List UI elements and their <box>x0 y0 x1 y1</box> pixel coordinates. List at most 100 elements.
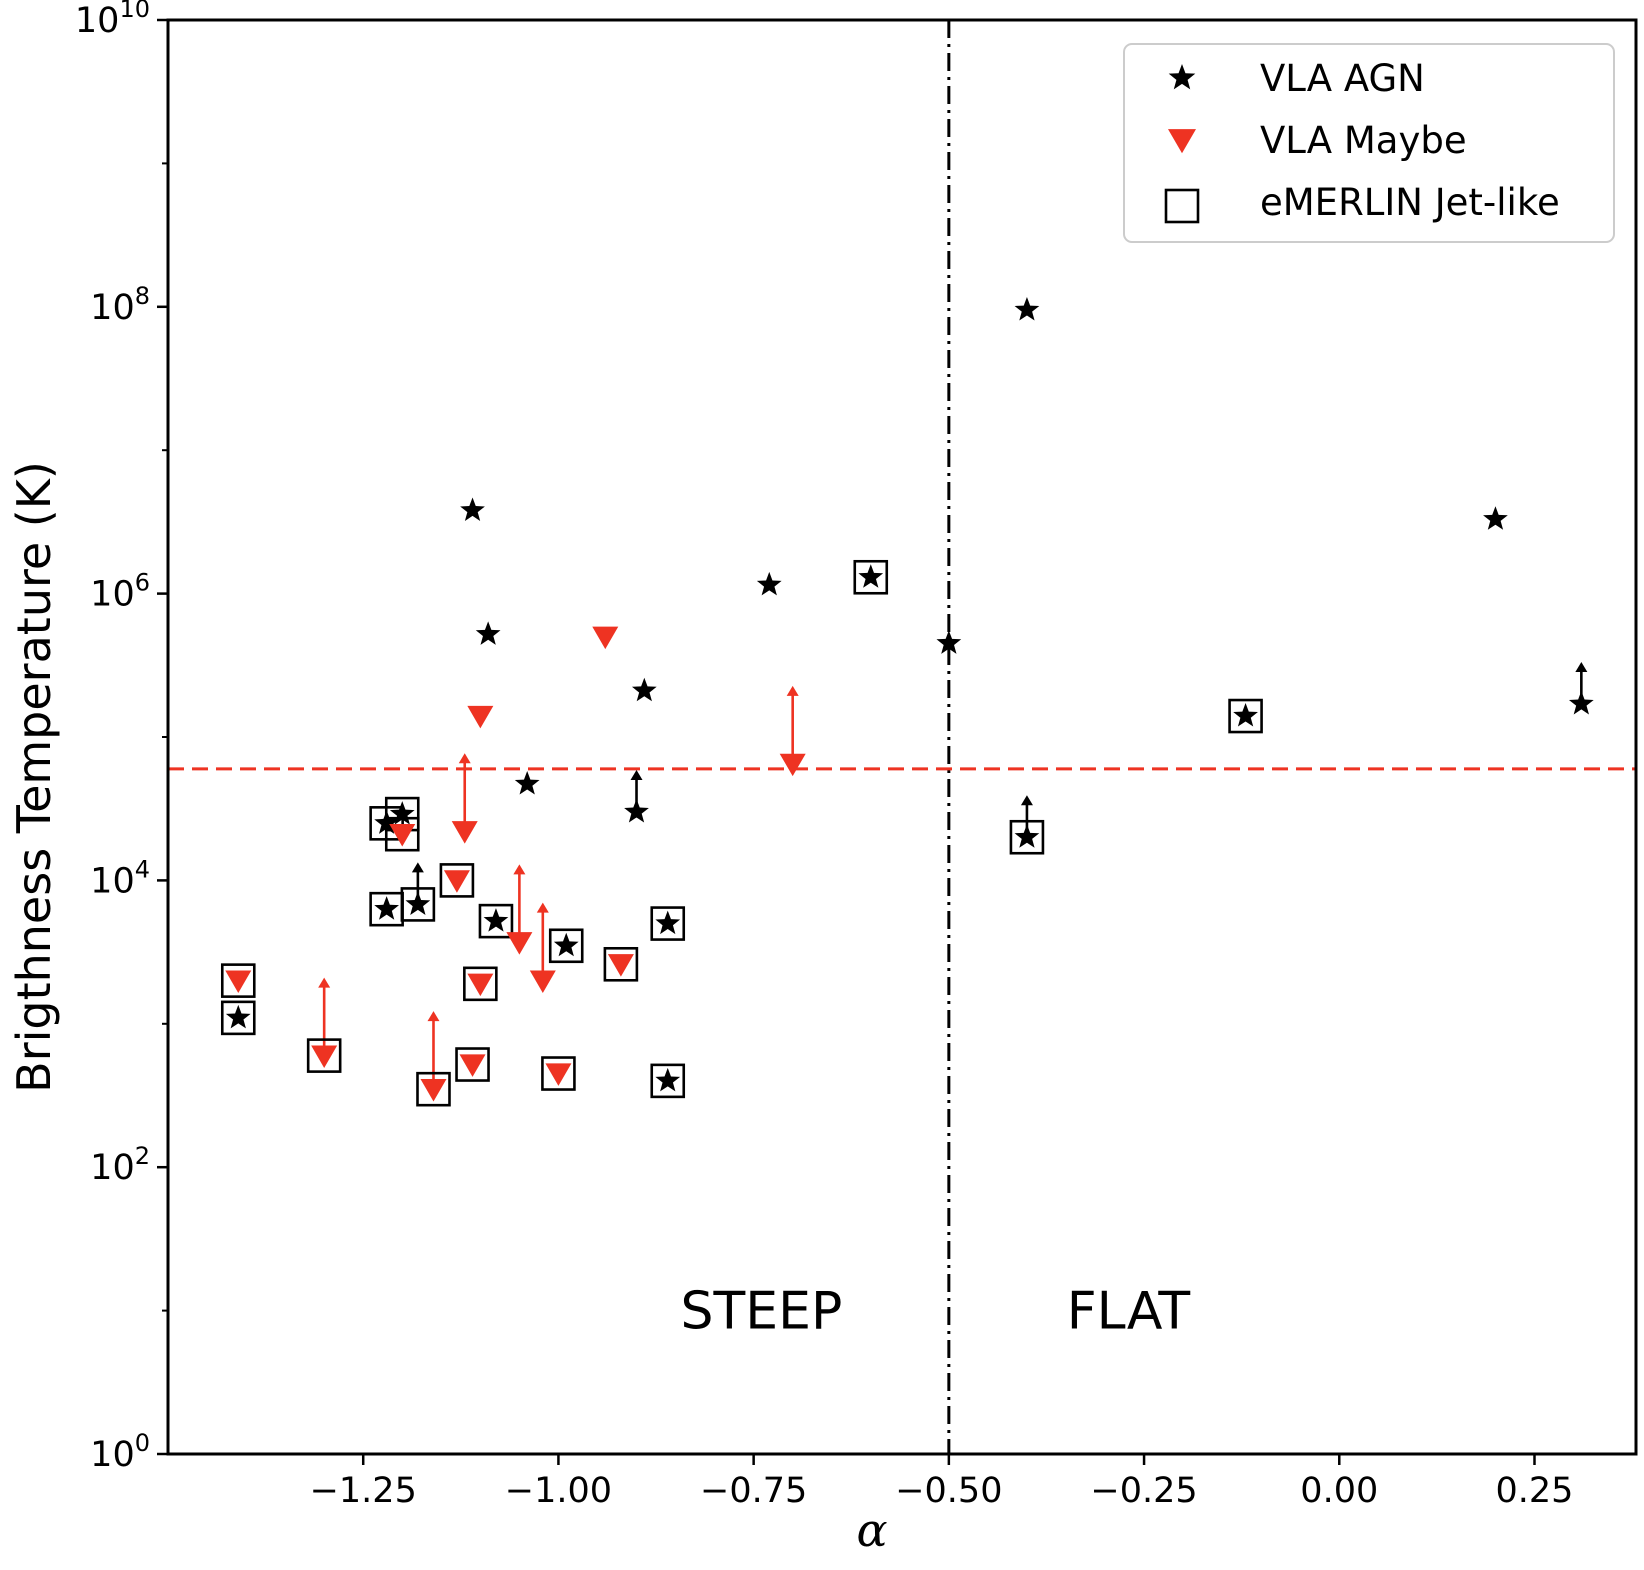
y-tick-label: 100 <box>90 1429 150 1475</box>
arrow-head <box>786 685 799 696</box>
triangle-marker <box>607 954 634 977</box>
legend-item: eMERLIN Jet-like <box>1164 181 1560 224</box>
upper-limit-arrow <box>458 753 471 832</box>
data-point <box>439 863 475 898</box>
star-marker <box>475 621 501 645</box>
star-marker <box>405 891 431 915</box>
arrow-head <box>458 753 471 764</box>
star-marker <box>460 497 485 521</box>
legend-label: VLA AGN <box>1260 57 1425 100</box>
jet-square-marker <box>416 1071 451 1107</box>
region-label: STEEP <box>681 1282 843 1342</box>
upper-limit-arrow <box>427 1011 440 1090</box>
jet-square-marker <box>478 903 514 939</box>
jet-square-marker <box>439 863 475 898</box>
arrow-head <box>1020 795 1033 806</box>
star-marker <box>374 896 399 920</box>
star-marker <box>514 771 540 795</box>
legend: VLA AGN VLA Maybe eMERLIN Jet-like <box>1123 43 1615 243</box>
data-point <box>592 626 619 650</box>
x-tick-label: 0.00 <box>1300 1471 1378 1511</box>
data-point <box>460 497 485 521</box>
series-vla-agn <box>220 296 1594 1099</box>
jet-square-marker <box>1228 698 1263 734</box>
y-tick-label: 1010 <box>75 0 150 41</box>
star-marker <box>1483 506 1508 530</box>
data-point <box>455 1047 490 1082</box>
jet-square-marker <box>853 559 889 595</box>
legend-label: eMERLIN Jet-like <box>1260 181 1560 224</box>
data-point <box>369 891 404 927</box>
triangle-marker <box>311 1045 338 1068</box>
star-marker <box>483 908 509 932</box>
star-marker <box>858 564 884 588</box>
star-marker <box>624 798 649 823</box>
data-point <box>541 1056 576 1091</box>
jet-square-marker <box>400 887 436 922</box>
triangle-marker <box>443 870 470 893</box>
x-tick-label: −1.00 <box>505 1471 612 1511</box>
jet-square-marker <box>541 1056 576 1091</box>
jet-square-marker <box>650 906 686 941</box>
data-point <box>506 864 533 955</box>
data-point <box>548 928 584 964</box>
legend-item: VLA Maybe <box>1168 119 1467 162</box>
star-marker <box>1014 296 1040 321</box>
jet-square-marker <box>548 928 584 964</box>
data-point <box>650 906 686 941</box>
jet-square-marker <box>1009 819 1045 855</box>
data-point <box>936 630 962 654</box>
triangle-marker <box>451 821 478 844</box>
legend-triangle-marker <box>1168 129 1196 154</box>
x-tick-label: 0.25 <box>1496 1471 1574 1511</box>
star-marker <box>936 630 962 654</box>
data-point <box>853 559 889 595</box>
data-point <box>631 677 657 702</box>
arrow-head <box>318 977 331 988</box>
x-tick-label: −0.50 <box>895 1471 1002 1511</box>
x-tick-label: −0.75 <box>700 1471 807 1511</box>
data-point <box>478 903 514 939</box>
upper-limit-arrow <box>513 864 526 943</box>
y-axis-label: Brigthness Temperature (K) <box>7 461 61 1093</box>
triangle-marker <box>467 973 494 997</box>
star-marker <box>1014 824 1040 848</box>
arrow-head <box>536 902 549 913</box>
reference-lines <box>168 20 1636 1454</box>
y-tick-label: 102 <box>90 1142 150 1188</box>
data-point <box>756 571 782 596</box>
y-tick-label: 106 <box>90 569 150 615</box>
data-point <box>650 1063 686 1099</box>
triangle-marker <box>779 753 806 777</box>
arrow-head <box>513 864 526 875</box>
star-marker <box>1233 703 1258 727</box>
data-point <box>779 685 806 777</box>
legend-item: VLA AGN <box>1168 57 1425 100</box>
arrow-head <box>1575 661 1588 672</box>
triangle-marker <box>545 1063 572 1086</box>
data-point <box>1483 506 1508 530</box>
star-marker <box>1568 690 1594 715</box>
data-point <box>416 1011 451 1107</box>
star-marker <box>389 801 415 825</box>
upper-limit-arrow <box>318 977 331 1056</box>
data-point <box>463 966 498 1002</box>
data-point <box>529 902 556 993</box>
triangle-marker <box>420 1079 447 1102</box>
plot-series <box>220 296 1594 1107</box>
x-axis-label: α <box>856 1503 887 1557</box>
data-point <box>220 1000 256 1036</box>
data-point <box>384 816 420 852</box>
upper-limit-arrow <box>786 685 799 764</box>
triangle-marker <box>506 932 533 955</box>
jet-square-marker <box>384 816 420 852</box>
plot-annotations: STEEP FLAT <box>681 1282 1191 1342</box>
data-point <box>220 963 256 998</box>
data-point <box>1228 698 1263 734</box>
triangle-marker <box>592 626 619 650</box>
data-point <box>624 769 649 823</box>
data-point <box>451 753 478 844</box>
jet-square-marker <box>650 1063 686 1099</box>
jet-square-marker <box>463 966 498 1002</box>
